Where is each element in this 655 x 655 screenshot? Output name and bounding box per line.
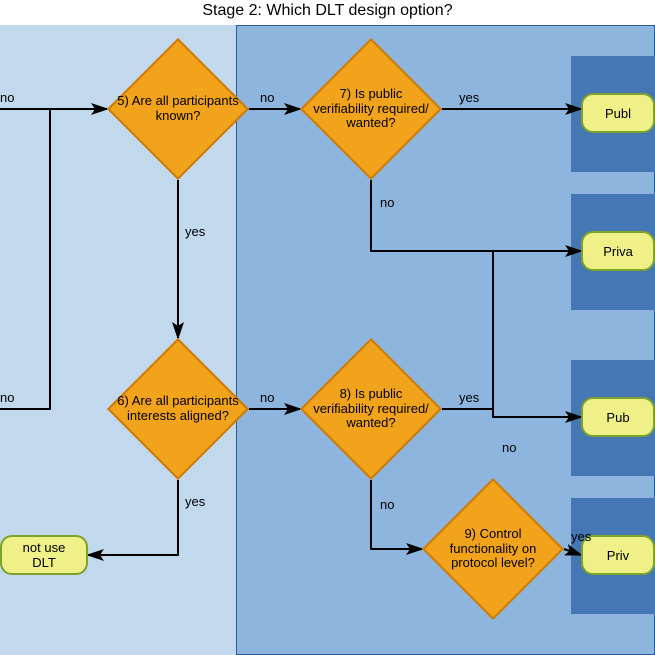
edge-label: yes	[459, 90, 479, 105]
edge-label: yes	[185, 224, 205, 239]
outcome-do-not-label: not use DLT	[10, 540, 78, 570]
edge-label: yes	[571, 529, 591, 544]
edge-label: no	[0, 90, 14, 105]
outcome-1: Publ	[581, 93, 655, 133]
edge-label: no	[260, 90, 274, 105]
edge-label: no	[380, 195, 394, 210]
outcome-2-label: Priva	[603, 244, 633, 259]
edge-label: no	[502, 440, 516, 455]
outcome-1-label: Publ	[605, 106, 631, 121]
outcome-3-label: Pub	[606, 410, 629, 425]
outcome-4: Priv	[581, 535, 655, 575]
edge-label: yes	[185, 494, 205, 509]
decision-7: 7) Is public verifiability required/ wan…	[300, 38, 442, 180]
decision-6: 6) Are all participants interests aligne…	[107, 338, 249, 480]
decision-7-label: 7) Is public verifiability required/ wan…	[300, 87, 442, 132]
outcome-do-not-use-dlt: not use DLT	[0, 535, 88, 575]
decision-6-label: 6) Are all participants interests aligne…	[107, 394, 249, 424]
edge-label: no	[0, 390, 14, 405]
decision-9-label: 9) Control functionality on protocol lev…	[422, 527, 564, 572]
decision-9: 9) Control functionality on protocol lev…	[422, 478, 564, 620]
edge-label: no	[380, 497, 394, 512]
edge-label: yes	[459, 390, 479, 405]
decision-8-label: 8) Is public verifiability required/ wan…	[300, 387, 442, 432]
outcome-2: Priva	[581, 231, 655, 271]
decision-8: 8) Is public verifiability required/ wan…	[300, 338, 442, 480]
outcome-3: Pub	[581, 397, 655, 437]
decision-5: 5) Are all participants known?	[107, 38, 249, 180]
flowchart-canvas: { "title": "Stage 2: Which DLT design op…	[0, 0, 655, 655]
decision-5-label: 5) Are all participants known?	[107, 94, 249, 124]
outcome-4-label: Priv	[607, 548, 629, 563]
edge-label: no	[260, 390, 274, 405]
diagram-title: Stage 2: Which DLT design option?	[0, 2, 655, 20]
